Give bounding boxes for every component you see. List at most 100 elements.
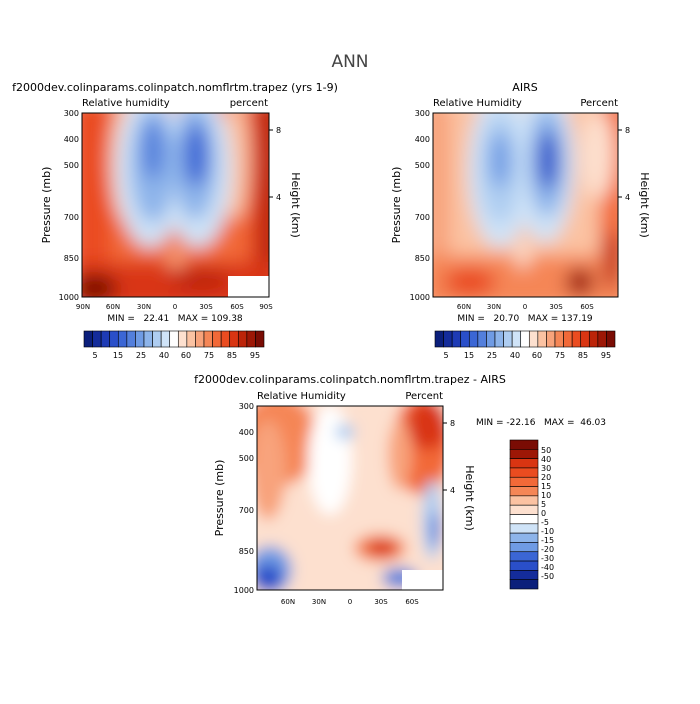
y-tick-label: 1000 xyxy=(410,293,430,302)
y-tick-label: 300 xyxy=(415,109,430,118)
y-tick-label: 850 xyxy=(415,254,430,263)
colorbar-swatch xyxy=(546,330,556,348)
colorbar-label: 5 xyxy=(541,500,546,509)
colorbar-label: 60 xyxy=(181,351,191,360)
x-tick-label: 30S xyxy=(549,303,563,311)
plot-frame xyxy=(432,112,619,298)
y-tick-label: 400 xyxy=(64,135,79,144)
colorbar-swatch xyxy=(195,330,205,348)
y2-tick-label: 8 xyxy=(625,126,630,135)
colorbar-label: 75 xyxy=(204,351,214,360)
colorbar-swatch xyxy=(509,551,539,562)
plot-frame xyxy=(256,405,444,591)
colorbar-swatch xyxy=(212,330,222,348)
y2-tick-label: 8 xyxy=(276,126,281,135)
colorbar-swatch xyxy=(203,330,213,348)
colorbar-swatch xyxy=(509,514,539,525)
colorbar-swatch xyxy=(588,330,599,348)
right-label: percent xyxy=(230,98,268,109)
panel-title: f2000dev.colinparams.colinpatch.nomflrtm… xyxy=(194,373,506,386)
x-tick-label: 0 xyxy=(523,303,527,311)
stats-text: MIN = 22.41 MAX = 109.38 xyxy=(107,314,243,324)
colorbar-swatch xyxy=(606,330,616,348)
colorbar-swatch xyxy=(571,330,582,348)
y-tick-label: 300 xyxy=(239,402,254,411)
left-label: Relative Humidity xyxy=(257,391,346,402)
colorbar-swatch xyxy=(528,330,539,348)
colorbar-swatch xyxy=(477,330,487,348)
y2-axis-label: Height (km) xyxy=(289,172,302,238)
x-tick-label: 60N xyxy=(106,303,120,311)
colorbar-label: -15 xyxy=(541,536,554,545)
x-tick-label: 60S xyxy=(580,303,594,311)
colorbar-label: 40 xyxy=(510,351,520,360)
colorbar-label: 10 xyxy=(541,491,551,500)
colorbar-label: 60 xyxy=(532,351,542,360)
y2-tick-label: 8 xyxy=(450,419,455,428)
colorbar-swatch xyxy=(509,532,539,543)
x-ticks: 60N 30N 0 30S 60S xyxy=(281,598,419,606)
colorbar-swatch xyxy=(451,330,462,348)
x-tick-label: 60N xyxy=(281,598,295,606)
y-ticks: 300 400 500 700 850 1000 xyxy=(410,109,430,302)
colorbar-swatch xyxy=(509,523,539,534)
colorbar-swatch xyxy=(509,504,539,515)
page-title: ANN xyxy=(331,52,368,72)
colorbar-swatch xyxy=(509,495,539,506)
colorbar-swatch xyxy=(509,458,539,469)
panel-model: f2000dev.colinparams.colinpatch.nomflrtm… xyxy=(12,81,338,360)
y-tick-label: 700 xyxy=(415,213,430,222)
colorbar-label: 15 xyxy=(464,351,474,360)
x-ticks: 60N 30N 0 30S 60S xyxy=(457,303,594,311)
colorbar-label: 95 xyxy=(250,351,260,360)
colorbar-swatch xyxy=(511,330,522,348)
x-tick-label: 30S xyxy=(199,303,213,311)
y-tick-label: 1000 xyxy=(59,293,79,302)
colorbar-swatch xyxy=(509,560,539,571)
colorbar-label: 85 xyxy=(227,351,237,360)
y2-axis-label: Height (km) xyxy=(463,465,476,531)
colorbar-swatch xyxy=(220,330,231,348)
colorbar-label: 15 xyxy=(541,482,551,491)
colorbar-swatch xyxy=(509,476,539,487)
colorbar-label: 20 xyxy=(541,473,551,482)
x-tick-label: 60S xyxy=(405,598,419,606)
colorbar-label: 15 xyxy=(113,351,123,360)
colorbar-swatch xyxy=(109,330,119,348)
y2-axis-label: Height (km) xyxy=(638,172,651,238)
colorbar-swatch xyxy=(509,486,539,497)
colorbar-swatch xyxy=(503,330,513,348)
colorbar-label: 95 xyxy=(601,351,611,360)
colorbar-swatch xyxy=(126,330,136,348)
x-tick-label: 60S xyxy=(230,303,244,311)
colorbar-label: -50 xyxy=(541,572,554,581)
colorbar-swatch xyxy=(229,330,239,348)
y-tick-label: 850 xyxy=(239,547,254,556)
x-ticks: 90N 60N 30N 0 30S 60S 90S xyxy=(76,303,273,311)
colorbar-label: -5 xyxy=(541,518,549,527)
colorbar-swatch xyxy=(486,330,496,348)
colorbar-swatch xyxy=(509,570,539,580)
colorbar-vertical: 50 40 30 20 15 10 5 0 -5 -10 -15 -20 -30… xyxy=(509,439,554,590)
y2-tick-label: 4 xyxy=(450,486,455,495)
colorbar-swatch xyxy=(494,330,504,348)
heatmap-field xyxy=(257,406,443,590)
y-tick-label: 700 xyxy=(64,213,79,222)
panel-title: f2000dev.colinparams.colinpatch.nomflrtm… xyxy=(12,81,338,94)
y-tick-label: 500 xyxy=(415,161,430,170)
colorbar-label: 50 xyxy=(541,446,551,455)
y-ticks: 300 400 500 700 850 1000 xyxy=(234,402,254,595)
left-label: Relative Humidity xyxy=(433,98,522,109)
stats-text: MIN = -22.16 MAX = 46.03 xyxy=(476,418,606,428)
colorbar-swatch xyxy=(160,330,171,348)
colorbar-label: -10 xyxy=(541,527,554,536)
colorbar-swatch xyxy=(554,330,564,348)
colorbar-label: 40 xyxy=(541,455,551,464)
colorbar-swatch xyxy=(509,439,539,450)
y2-tick-label: 4 xyxy=(625,193,630,202)
x-tick-label: 30N xyxy=(137,303,151,311)
colorbar-swatch xyxy=(597,330,607,348)
y-tick-label: 400 xyxy=(415,135,430,144)
colorbar-swatch xyxy=(537,330,547,348)
